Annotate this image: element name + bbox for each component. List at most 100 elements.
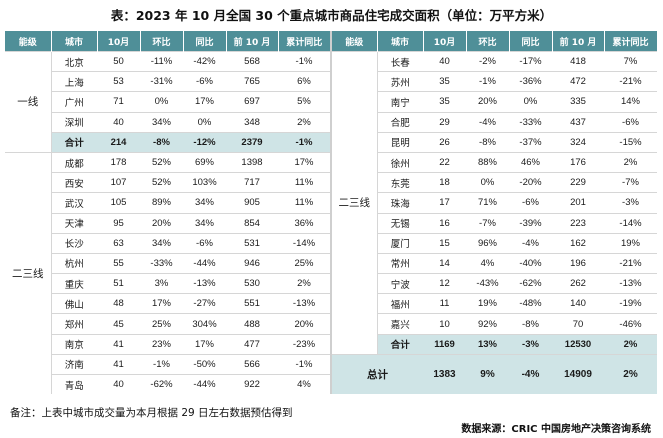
cell-october: 11 — [423, 293, 466, 314]
cell-ytd-yoy: -21% — [604, 71, 657, 92]
cell-ytd-yoy: -7% — [604, 172, 657, 193]
header-mom: 环比 — [140, 31, 184, 52]
cell-october: 40 — [423, 50, 466, 72]
cell-mom: -7% — [466, 212, 509, 234]
cell-ytd: 196 — [552, 252, 604, 274]
cell-ytd: 472 — [552, 71, 604, 92]
cell-yoy: -20% — [509, 172, 552, 193]
table-row: 佛山 48 17% -27% 551 -13% 福州 11 19% -48% 140 -19% — [5, 293, 657, 314]
cell-city: 昆明 — [377, 131, 423, 153]
cell-ytd-yoy: -3% — [604, 192, 657, 213]
cell-city: 嘉兴 — [377, 313, 423, 335]
grand-total-ytd: 14909 — [552, 353, 604, 395]
cell-yoy: 34% — [183, 192, 226, 213]
cell-ytd-yoy: 14% — [604, 91, 657, 113]
cell-mom: 92% — [466, 313, 509, 335]
cell-city: 合计 — [377, 333, 423, 355]
cell-mom: 20% — [140, 212, 183, 234]
cell-yoy: -4% — [509, 232, 552, 254]
cell-ytd-yoy: -1% — [278, 353, 331, 375]
cell-yoy: 0% — [183, 111, 226, 133]
cell-city: 南京 — [51, 333, 97, 355]
cell-yoy: 34% — [183, 212, 226, 234]
data-source: 数据来源：CRIC 中国房地产决策咨询系统 — [461, 424, 651, 435]
cell-yoy: -37% — [509, 131, 552, 153]
cell-october: 95 — [97, 212, 140, 234]
cell-mom: 3% — [140, 273, 183, 294]
footnote: 备注：上表中城市成交量为本月根据 29 日左右数据预估得到 — [10, 407, 293, 419]
table-row: 济南 41 -1% -50% 566 -1% 总计 1383 9% -4% 14909 2% — [5, 353, 657, 395]
transaction-table: 能级 城市 10月 环比 同比 前 10 月 累计同比 能级 城市 10月 环比… — [5, 31, 658, 395]
cell-city: 天津 — [51, 212, 97, 234]
cell-ytd-yoy: -6% — [604, 111, 657, 133]
header-ytd-yoy: 累计同比 — [278, 31, 332, 52]
cell-yoy: -40% — [509, 252, 552, 274]
cell-city: 宁波 — [377, 273, 423, 294]
grand-total-october: 1383 — [423, 353, 466, 395]
cell-ytd-yoy: 2% — [278, 273, 331, 294]
cell-mom: 34% — [140, 232, 183, 254]
header-ytd: 前 10 月 — [226, 31, 279, 52]
table-row: 武汉 105 89% 34% 905 11% 珠海 17 71% -6% 201 -3% — [5, 192, 657, 213]
cell-yoy: -44% — [183, 374, 226, 395]
cell-october: 107 — [97, 172, 140, 193]
cell-city: 苏州 — [377, 71, 423, 92]
cell-october: 41 — [97, 333, 140, 355]
cell-ytd: 697 — [226, 91, 278, 113]
cell-ytd-yoy: 19% — [604, 232, 657, 254]
cell-october: 63 — [97, 232, 140, 254]
cell-october: 178 — [97, 151, 140, 173]
cell-mom: 96% — [466, 232, 509, 254]
cell-ytd: 946 — [226, 252, 278, 274]
cell-mom: -31% — [140, 71, 183, 92]
cell-ytd-yoy: -14% — [604, 212, 657, 234]
cell-mom: 25% — [140, 313, 183, 335]
cell-city: 上海 — [51, 71, 97, 92]
cell-ytd-yoy: -23% — [278, 333, 331, 355]
cell-mom: 4% — [466, 252, 509, 274]
cell-mom: 0% — [466, 172, 509, 193]
cell-ytd-yoy: -21% — [604, 252, 657, 274]
header-row: 能级 城市 10月 环比 同比 前 10 月 累计同比 能级 城市 10月 环比… — [5, 31, 658, 52]
cell-mom: 34% — [140, 111, 183, 133]
header-ytd: 前 10 月 — [552, 31, 605, 52]
cell-mom: 0% — [140, 91, 183, 113]
cell-ytd: 418 — [552, 50, 604, 72]
cell-ytd: 335 — [552, 91, 604, 113]
cell-mom: -43% — [466, 273, 509, 294]
cell-ytd-yoy: -13% — [604, 273, 657, 294]
cell-ytd-yoy: -14% — [278, 232, 331, 254]
cell-city: 长春 — [377, 50, 423, 72]
cell-city: 西安 — [51, 172, 97, 193]
cell-city: 东莞 — [377, 172, 423, 193]
grand-total-ytd-yoy: 2% — [604, 353, 657, 395]
cell-ytd: 2379 — [226, 131, 278, 153]
header-yoy: 同比 — [509, 31, 553, 52]
cell-city: 武汉 — [51, 192, 97, 213]
cell-october: 214 — [97, 131, 140, 153]
cell-city: 长沙 — [51, 232, 97, 254]
cell-mom: 20% — [466, 91, 509, 113]
cell-ytd: 348 — [226, 111, 278, 133]
table-row: 南京 41 23% 17% 477 -23% 合计 1169 13% -3% 12530 2% — [5, 333, 657, 355]
cell-city: 无锡 — [377, 212, 423, 234]
cell-ytd-yoy: 17% — [278, 151, 331, 173]
cell-city: 厦门 — [377, 232, 423, 254]
cell-city: 珠海 — [377, 192, 423, 213]
cell-mom: -1% — [140, 353, 183, 375]
cell-ytd-yoy: 25% — [278, 252, 331, 274]
cell-yoy: 304% — [183, 313, 226, 335]
tier-label-right: 二三线 — [330, 51, 378, 355]
cell-mom: 17% — [140, 293, 183, 314]
cell-october: 1169 — [423, 333, 466, 355]
cell-october: 105 — [97, 192, 140, 213]
cell-yoy: -42% — [183, 50, 226, 72]
cell-ytd: 765 — [226, 71, 278, 92]
cell-ytd: 854 — [226, 212, 278, 234]
cell-yoy: -6% — [183, 232, 226, 254]
table-row: 杭州 55 -33% -44% 946 25% 常州 14 4% -40% 196 -21% — [5, 252, 657, 274]
header-mom: 环比 — [466, 31, 510, 52]
cell-october: 12 — [423, 273, 466, 294]
table-row: 长沙 63 34% -6% 531 -14% 厦门 15 96% -4% 162 19% — [5, 232, 657, 254]
cell-yoy: -44% — [183, 252, 226, 274]
